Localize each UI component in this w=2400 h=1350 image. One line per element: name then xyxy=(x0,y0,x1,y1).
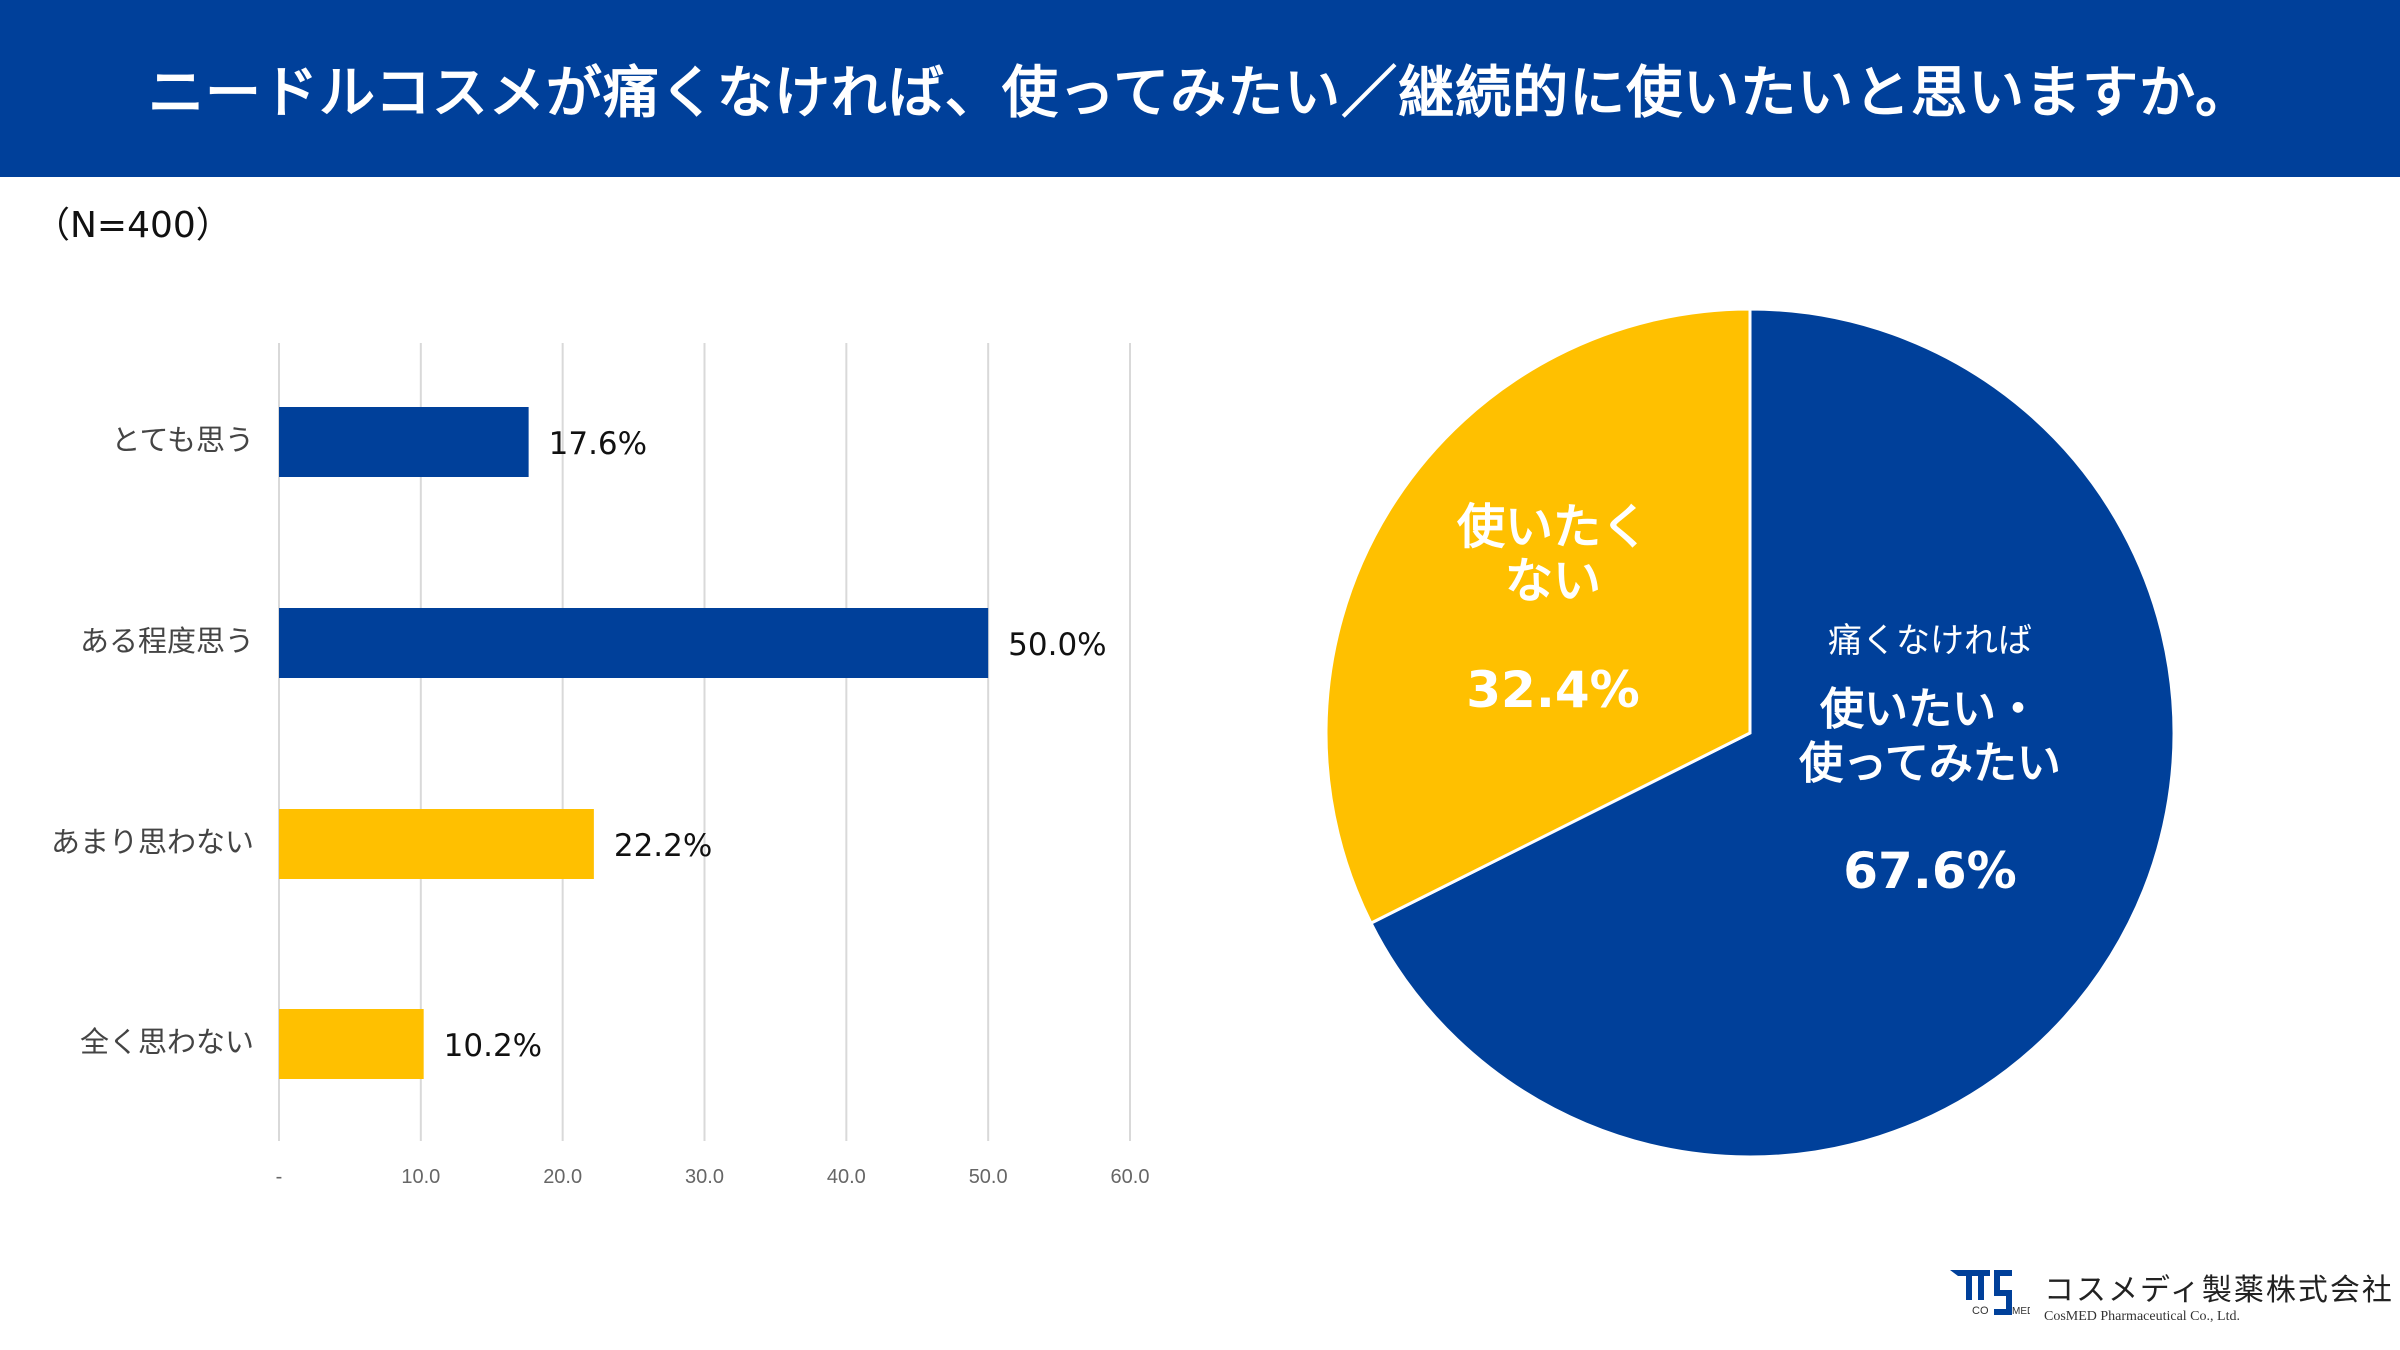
pie-slice xyxy=(1324,307,1752,926)
category-label: とても思う xyxy=(111,423,254,457)
category-label: あまり思わない xyxy=(51,825,254,859)
x-tick-label: 40.0 xyxy=(827,1166,866,1188)
page-title: ニードルコスメが痛くなければ、使ってみたい／継続的に使いたいと思いますか。 xyxy=(148,61,2252,126)
pie-value-label: 32.4% xyxy=(1466,661,1639,719)
bar xyxy=(279,1009,424,1079)
x-tick-label: - xyxy=(276,1166,283,1188)
category-label: ある程度思う xyxy=(80,624,254,658)
bar xyxy=(279,809,594,879)
pie-label: 使ってみたい xyxy=(1799,738,2061,789)
pie-value-label: 67.6% xyxy=(1843,842,2016,900)
bar xyxy=(279,608,989,678)
x-tick-label: 30.0 xyxy=(685,1166,724,1188)
bar xyxy=(279,407,529,477)
company-logo: CO MED コスメディ製薬株式会社 CosMED Pharmaceutical… xyxy=(1950,1265,2394,1325)
logo-english-name: CosMED Pharmaceutical Co., Ltd. xyxy=(2044,1309,2240,1324)
pie-label: 使いたく xyxy=(1457,499,1649,555)
pie-label: ない xyxy=(1505,553,1601,609)
data-label: 17.6% xyxy=(549,426,647,462)
data-label: 50.0% xyxy=(1008,627,1106,663)
svg-text:CO: CO xyxy=(1972,1305,1989,1317)
data-label: 22.2% xyxy=(614,828,712,864)
pie-slice xyxy=(1368,307,2176,1159)
x-tick-label: 20.0 xyxy=(543,1166,582,1188)
logo-japanese-name: コスメディ製薬株式会社 xyxy=(2044,1273,2394,1308)
category-label: 全く思わない xyxy=(80,1025,254,1059)
pie-label: 使いたい・ xyxy=(1820,684,2040,735)
title-banner: ニードルコスメが痛くなければ、使ってみたい／継続的に使いたいと思いますか。 xyxy=(0,0,2400,177)
cosmed-logo-mark: CO MED xyxy=(1950,1270,2034,1320)
pie-label: 痛くなければ xyxy=(1828,621,2032,661)
x-tick-label: 10.0 xyxy=(401,1166,440,1188)
data-label: 10.2% xyxy=(444,1028,542,1064)
x-tick-label: 50.0 xyxy=(969,1166,1008,1188)
x-tick-label: 60.0 xyxy=(1111,1166,1150,1188)
svg-text:MED: MED xyxy=(2012,1306,2030,1317)
sample-size: （N=400） xyxy=(34,205,232,246)
